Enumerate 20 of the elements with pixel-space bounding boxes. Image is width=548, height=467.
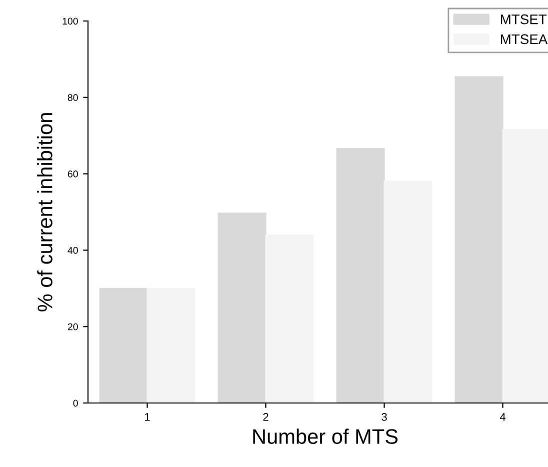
legend-label: MTSET	[500, 14, 547, 24]
y-tick-label: 60	[68, 170, 78, 178]
y-tick-label: 100	[62, 18, 78, 25]
y-tick-label: 0	[73, 400, 78, 407]
x-axis-title: Number of MTS	[253, 428, 398, 444]
y-tick-label: 20	[68, 323, 78, 330]
x-tick-label: 3	[382, 413, 387, 421]
legend-label: MTSEA	[500, 34, 548, 44]
x-tick-label: 1	[145, 413, 150, 421]
bar	[146, 288, 196, 403]
x-tick-label: 2	[263, 413, 268, 421]
bar	[218, 212, 266, 403]
bar	[336, 148, 385, 403]
bar	[265, 234, 314, 403]
x-tick-label: 4	[500, 413, 506, 421]
y-axis-title: % of current inhibition	[37, 113, 52, 312]
bar	[384, 180, 432, 403]
y-tick-label: 40	[68, 246, 78, 254]
bar	[99, 288, 148, 403]
y-tick-label: 80	[68, 94, 78, 102]
